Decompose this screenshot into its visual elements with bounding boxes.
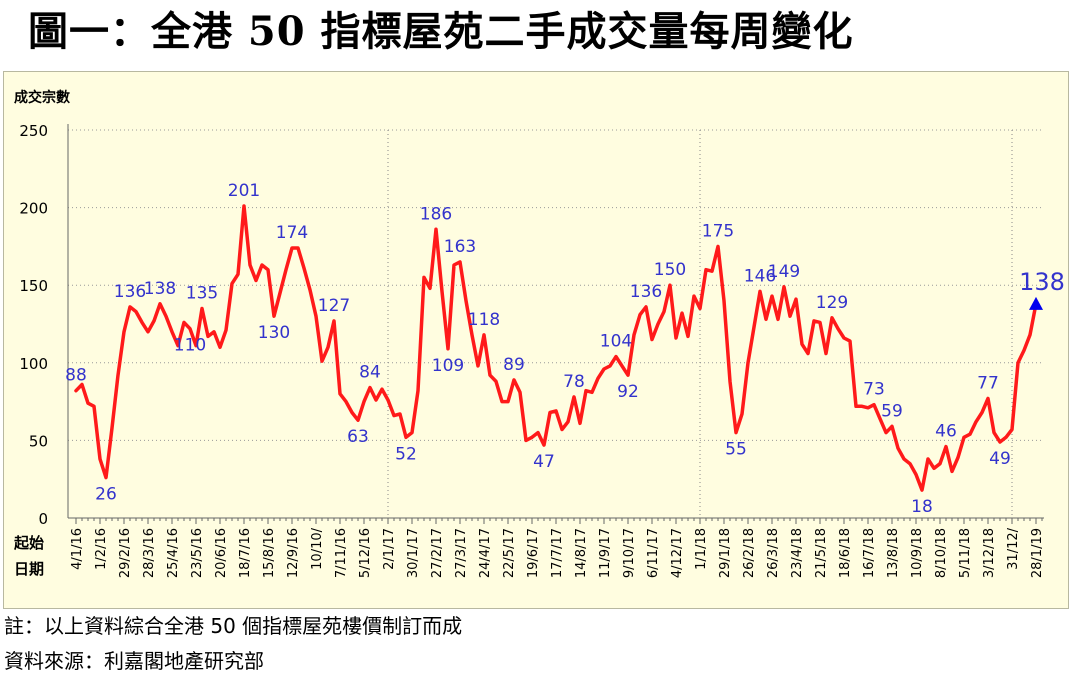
x-tick-label: 26/2/18 bbox=[742, 528, 757, 578]
data-label: 129 bbox=[816, 293, 848, 313]
x-tick-label: 31/12/ bbox=[1006, 527, 1021, 569]
data-label: 127 bbox=[318, 296, 350, 316]
x-tick-label: 27/2/17 bbox=[430, 528, 445, 578]
x-tick-label: 30/1/17 bbox=[406, 528, 421, 578]
x-tick-label: 12/9/16 bbox=[286, 528, 301, 578]
x-tick-label: 23/5/16 bbox=[190, 528, 205, 578]
x-tick-label: 18/7/16 bbox=[238, 528, 253, 578]
y-axis-label: 成交宗數 bbox=[14, 89, 70, 106]
data-label: 150 bbox=[654, 260, 686, 280]
x-axis-label: 起始 bbox=[13, 534, 44, 552]
x-tick-label: 4/12/17 bbox=[670, 528, 685, 578]
data-label: 175 bbox=[702, 221, 734, 241]
x-tick-label: 7/11/16 bbox=[334, 528, 349, 578]
data-label: 136 bbox=[630, 282, 662, 302]
data-label: 47 bbox=[533, 452, 555, 472]
x-tick-label: 24/4/17 bbox=[478, 528, 493, 578]
x-tick-label: 23/4/18 bbox=[790, 528, 805, 578]
y-tick-label: 150 bbox=[19, 277, 48, 295]
data-label: 49 bbox=[989, 449, 1011, 469]
x-tick-label: 22/5/17 bbox=[502, 528, 517, 578]
series-line bbox=[74, 204, 1038, 492]
x-tick-label: 10/9/18 bbox=[910, 528, 925, 578]
x-tick-label: 17/7/17 bbox=[550, 528, 565, 578]
x-tick-label: 9/10/17 bbox=[622, 528, 637, 578]
data-label: 135 bbox=[186, 283, 218, 303]
line-chart: 成交宗數 0 50 100 150 200 250 4/1/16 1/2/16 29/2/16 28… bbox=[13, 89, 1065, 578]
data-label: 163 bbox=[444, 237, 476, 257]
x-tick-label: 13/8/18 bbox=[886, 528, 901, 578]
data-label: 73 bbox=[863, 380, 885, 400]
x-tick-label: 1/1/18 bbox=[694, 528, 709, 570]
x-tick-label: 11/9/17 bbox=[598, 528, 613, 578]
x-tick-label: 29/2/16 bbox=[118, 528, 133, 578]
x-tick-label: 4/1/16 bbox=[70, 528, 85, 570]
data-label: 52 bbox=[395, 444, 417, 464]
data-label: 88 bbox=[65, 366, 87, 386]
data-label: 26 bbox=[95, 485, 117, 505]
x-tick-label: 5/12/16 bbox=[358, 528, 373, 578]
data-label: 138 bbox=[144, 279, 176, 299]
data-label: 77 bbox=[977, 373, 999, 393]
y-tick-label: 50 bbox=[29, 432, 48, 450]
x-tick-label: 26/3/18 bbox=[766, 528, 781, 578]
chart-area: 成交宗數 0 50 100 150 200 250 4/1/16 1/2/16 29/2/16 28… bbox=[3, 71, 1069, 609]
x-tick-label: 21/5/18 bbox=[814, 528, 829, 578]
footnote: 註：以上資料綜合全港 50 個指標屋苑樓價制訂而成 bbox=[4, 614, 463, 638]
x-tick-label: 2/1/17 bbox=[382, 528, 397, 570]
x-axis-label: 日期 bbox=[14, 560, 44, 578]
x-tick-label: 8/10/18 bbox=[934, 528, 949, 578]
x-tick-label: 6/11/17 bbox=[646, 528, 661, 578]
x-tick-label: 28/1/19 bbox=[1030, 528, 1045, 578]
data-label: 138 bbox=[1019, 268, 1065, 296]
x-tick-label: 14/8/17 bbox=[574, 528, 589, 578]
data-label: 109 bbox=[432, 356, 464, 376]
data-label: 130 bbox=[258, 323, 290, 343]
x-tick-label: 19/6/17 bbox=[526, 528, 541, 578]
data-label: 104 bbox=[600, 332, 632, 352]
data-label: 186 bbox=[420, 204, 452, 224]
data-label: 149 bbox=[768, 262, 800, 282]
x-tick-label: 3/12/18 bbox=[982, 528, 997, 578]
data-label: 92 bbox=[617, 382, 639, 402]
data-label: 55 bbox=[725, 440, 747, 460]
y-tick-label: 0 bbox=[38, 510, 48, 528]
data-label: 78 bbox=[563, 372, 585, 392]
x-tick-label: 29/1/18 bbox=[718, 528, 733, 578]
x-tick-label: 15/8/16 bbox=[262, 528, 277, 578]
y-tick-label: 200 bbox=[19, 200, 48, 218]
data-label: 136 bbox=[114, 282, 146, 302]
data-label: 63 bbox=[347, 427, 369, 447]
data-label: 146 bbox=[744, 266, 776, 286]
x-tick-label: 10/10/ bbox=[310, 527, 325, 569]
y-tick-label: 100 bbox=[19, 355, 48, 373]
data-label: 110 bbox=[174, 336, 206, 356]
data-label: 46 bbox=[935, 422, 957, 442]
x-tick-label: 25/4/16 bbox=[166, 528, 181, 578]
data-label: 201 bbox=[228, 181, 260, 201]
x-tick-label: 27/3/17 bbox=[454, 528, 469, 578]
x-tick-label: 28/3/16 bbox=[142, 528, 157, 578]
x-tick-label: 16/7/18 bbox=[862, 528, 877, 578]
x-tick-label: 20/6/16 bbox=[214, 528, 229, 578]
chart-title: 圖一：全港 50 指標屋苑二手成交量每周變化 bbox=[28, 8, 854, 55]
data-label: 89 bbox=[503, 355, 525, 375]
data-label: 18 bbox=[911, 497, 933, 517]
x-tick-label: 1/2/16 bbox=[94, 528, 109, 570]
y-tick-label: 250 bbox=[19, 122, 48, 140]
data-label: 84 bbox=[359, 363, 381, 383]
x-tick-label: 5/11/18 bbox=[958, 528, 973, 578]
data-label: 118 bbox=[468, 310, 500, 330]
data-label: 59 bbox=[881, 401, 903, 421]
data-label: 174 bbox=[276, 223, 308, 243]
x-tick-label: 18/6/18 bbox=[838, 528, 853, 578]
last-point-marker bbox=[1029, 296, 1043, 310]
source-note: 資料來源：利嘉閣地產研究部 bbox=[4, 649, 264, 673]
